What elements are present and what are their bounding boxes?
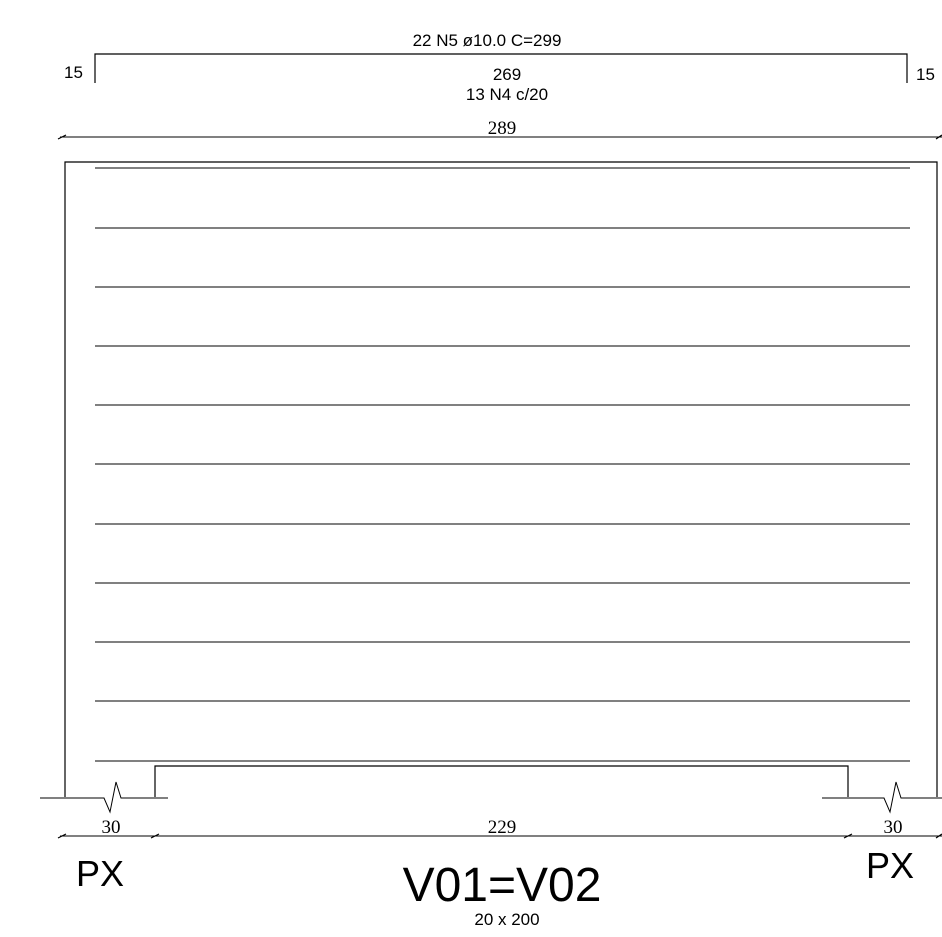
overall-dimension-label: 289 bbox=[488, 118, 517, 139]
clear-span-dimension: 229 bbox=[488, 817, 517, 838]
bottom-dim-tick bbox=[935, 833, 942, 839]
overall-dim-tick-right bbox=[935, 134, 942, 140]
bottom-dim-tick bbox=[57, 833, 67, 839]
left-support-label: PX bbox=[76, 853, 124, 894]
bottom-dim-tick bbox=[150, 833, 160, 839]
left-support-dimension: 30 bbox=[102, 817, 121, 838]
beam-outline bbox=[64, 161, 938, 797]
top-bar-length-label: 269 bbox=[493, 65, 521, 84]
stirrup-label: 13 N4 c/20 bbox=[466, 85, 548, 104]
top-bar-label: 22 N5 ø10.0 C=299 bbox=[413, 31, 562, 50]
hook-left-label: 15 bbox=[64, 63, 83, 82]
right-support-label: PX bbox=[866, 845, 914, 886]
beam-section: 20 x 200 bbox=[474, 910, 539, 929]
hook-right-label: 15 bbox=[916, 65, 935, 84]
right-support-dimension: 30 bbox=[884, 817, 903, 838]
overall-dim-tick-left bbox=[57, 134, 67, 140]
bottom-dim-tick bbox=[843, 833, 853, 839]
bottom-opening bbox=[154, 765, 849, 797]
top-bar-shape bbox=[94, 53, 908, 83]
beam-title: V01=V02 bbox=[403, 859, 602, 912]
right-support-break-line bbox=[822, 781, 942, 814]
left-support-break-line bbox=[40, 781, 168, 814]
stirrup-lines bbox=[95, 167, 910, 762]
